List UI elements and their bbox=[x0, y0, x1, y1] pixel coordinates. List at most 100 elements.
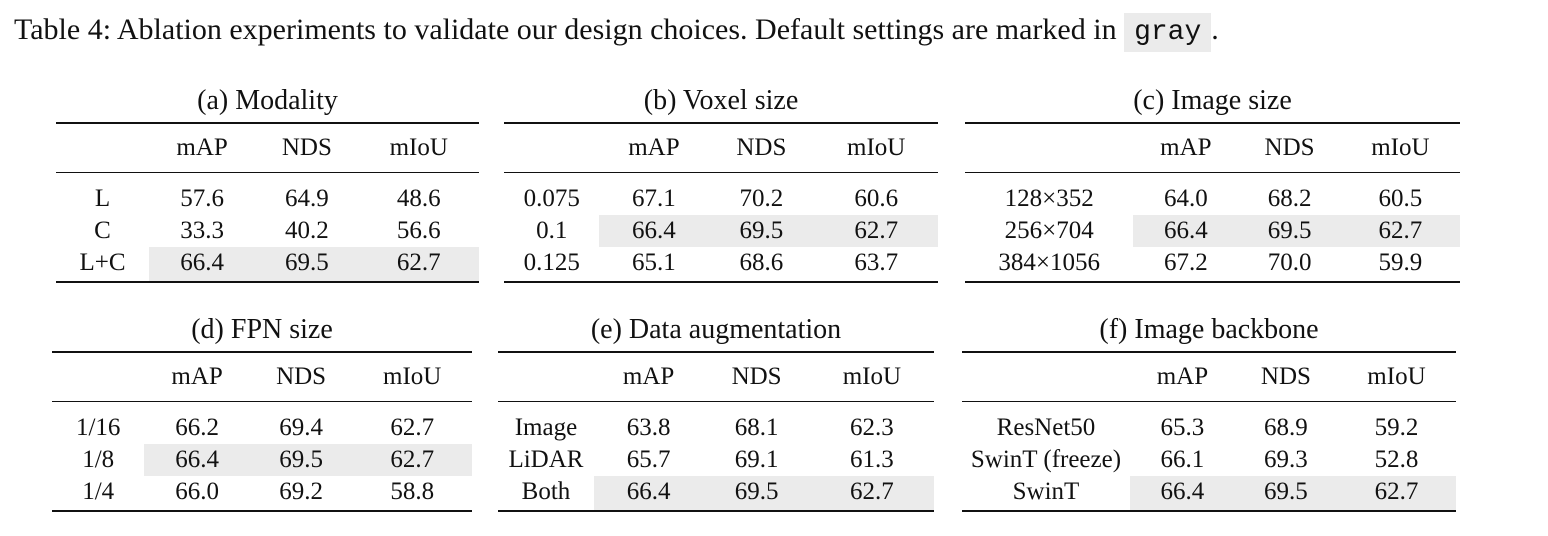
cell-miou: 61.3 bbox=[850, 446, 894, 473]
cell-map: 67.1 bbox=[632, 185, 676, 212]
row-label: LiDAR bbox=[508, 446, 584, 473]
table-row: 384×1056 67.2 70.0 59.9 bbox=[965, 247, 1460, 282]
row-label: 256×704 bbox=[1004, 217, 1094, 244]
header-row: mAP NDS mIoU bbox=[52, 352, 472, 402]
table-row: 0.125 65.1 68.6 63.7 bbox=[504, 247, 938, 282]
row-label: 0.1 bbox=[536, 217, 568, 244]
cell-map: 65.7 bbox=[626, 446, 671, 473]
table-row: 1/16 66.2 69.4 62.7 bbox=[52, 402, 472, 445]
table-row: Both 66.4 69.5 62.7 bbox=[498, 476, 934, 511]
ablation-table: mAP NDS mIoU 128×352 64.0 68.2 60.5 256×704 66.4… bbox=[965, 122, 1460, 283]
cell-nds: 40.2 bbox=[284, 217, 329, 244]
cell-map: 66.4 bbox=[1129, 476, 1235, 511]
row-label: 0.075 bbox=[523, 185, 580, 212]
cell-nds: 69.5 bbox=[255, 247, 359, 282]
cell-nds: 69.2 bbox=[279, 478, 323, 505]
cell-map: 66.1 bbox=[1160, 446, 1205, 473]
row-label: 1/4 bbox=[82, 478, 115, 505]
cell-miou: 59.9 bbox=[1378, 249, 1423, 276]
cell-map: 67.2 bbox=[1163, 249, 1208, 276]
header-nds: NDS bbox=[1264, 134, 1315, 161]
row-label: L bbox=[94, 185, 111, 212]
header-setting bbox=[965, 123, 1133, 173]
cell-miou: 48.6 bbox=[396, 185, 441, 212]
cell-miou: 62.7 bbox=[1340, 215, 1460, 247]
header-row: mAP NDS mIoU bbox=[498, 352, 934, 402]
header-setting bbox=[504, 123, 599, 173]
ablation-table: mAP NDS mIoU L 57.6 64.9 48.6 C 33.3 40.2 56.6 L+C 6… bbox=[56, 122, 479, 283]
row-label: 128×352 bbox=[1004, 185, 1094, 212]
header-nds: NDS bbox=[736, 134, 787, 161]
cell-map: 57.6 bbox=[180, 185, 224, 212]
row-label: L+C bbox=[79, 249, 126, 276]
ablation-table: mAP NDS mIoU 0.075 67.1 70.2 60.6 0.1 66.4 69.5 62… bbox=[504, 122, 938, 283]
header-row: mAP NDS mIoU bbox=[965, 123, 1460, 173]
row-label: ResNet50 bbox=[996, 414, 1096, 441]
ablation-table: mAP NDS mIoU Image 63.8 68.1 62.3 LiDAR 65.7 69.1… bbox=[498, 351, 934, 512]
header-nds: NDS bbox=[731, 363, 782, 390]
cell-miou: 52.8 bbox=[1374, 446, 1419, 473]
cell-nds: 70.0 bbox=[1267, 249, 1312, 276]
header-nds: NDS bbox=[281, 134, 332, 161]
row-label: 0.125 bbox=[523, 249, 580, 276]
cell-map: 64.0 bbox=[1163, 185, 1208, 212]
header-row: mAP NDS mIoU bbox=[962, 352, 1456, 402]
cell-miou: 62.7 bbox=[358, 247, 479, 282]
header-miou: mIoU bbox=[383, 363, 442, 390]
table-row: SwinT (freeze) 66.1 69.3 52.8 bbox=[962, 444, 1456, 476]
cell-map: 66.4 bbox=[149, 247, 256, 282]
cell-miou: 58.8 bbox=[390, 478, 435, 505]
table-row: Image 63.8 68.1 62.3 bbox=[498, 402, 934, 445]
subtable-title: (a) Modality bbox=[197, 85, 338, 116]
subtable-modality: (a) Modality mAP NDS mIoU L 57.6 64.9 48.6 C 33.3… bbox=[56, 84, 479, 283]
table-row: L+C 66.4 69.5 62.7 bbox=[56, 247, 479, 282]
row-label: 384×1056 bbox=[998, 249, 1100, 276]
subtable-title: (d) FPN size bbox=[191, 314, 333, 345]
caption-text: Table 4: Ablation experiments to validat… bbox=[14, 13, 1117, 46]
row-label: C bbox=[94, 217, 111, 244]
cell-miou: 59.2 bbox=[1374, 414, 1419, 441]
header-miou: mIoU bbox=[847, 134, 906, 161]
cell-nds: 69.5 bbox=[249, 444, 353, 476]
header-row: mAP NDS mIoU bbox=[56, 123, 479, 173]
cell-nds: 68.6 bbox=[739, 249, 784, 276]
subtable-title: (c) Image size bbox=[1133, 85, 1292, 116]
cell-nds: 68.9 bbox=[1264, 414, 1308, 441]
cell-nds: 69.1 bbox=[734, 446, 779, 473]
header-map: mAP bbox=[1156, 363, 1209, 390]
row-label: Image bbox=[514, 414, 578, 441]
subtable-image-backbone: (f) Image backbone mAP NDS mIoU ResNet50 65.3… bbox=[962, 313, 1456, 512]
header-map: mAP bbox=[628, 134, 680, 161]
subtable-image-size: (c) Image size mAP NDS mIoU 128×352 64.0 68.2 6… bbox=[965, 84, 1460, 283]
cell-map: 66.4 bbox=[1133, 215, 1239, 247]
header-setting bbox=[56, 123, 149, 173]
table-row: SwinT 66.4 69.5 62.7 bbox=[962, 476, 1456, 511]
table-row: LiDAR 65.7 69.1 61.3 bbox=[498, 444, 934, 476]
cell-miou: 60.6 bbox=[854, 185, 899, 212]
header-row: mAP NDS mIoU bbox=[504, 123, 938, 173]
cell-miou: 62.7 bbox=[809, 476, 934, 511]
cell-nds: 68.2 bbox=[1267, 185, 1312, 212]
ablation-table: mAP NDS mIoU 1/16 66.2 69.4 62.7 1/8 66.4 69.5 62.… bbox=[52, 351, 472, 512]
row-label: 1/8 bbox=[82, 446, 115, 473]
header-map: mAP bbox=[176, 134, 228, 161]
header-map: mAP bbox=[622, 363, 675, 390]
table-row: 128×352 64.0 68.2 60.5 bbox=[965, 173, 1460, 216]
cell-miou: 63.7 bbox=[854, 249, 899, 276]
caption-gray-marker: gray bbox=[1124, 13, 1212, 52]
cell-nds: 69.4 bbox=[279, 414, 323, 441]
cell-nds: 69.5 bbox=[703, 476, 810, 511]
row-label: 1/16 bbox=[75, 414, 121, 441]
header-miou: mIoU bbox=[1371, 134, 1430, 161]
cell-miou: 62.7 bbox=[390, 414, 435, 441]
subtable-title: (e) Data augmentation bbox=[590, 314, 842, 345]
table-caption: Table 4: Ablation experiments to validat… bbox=[14, 8, 1219, 55]
cell-miou: 56.6 bbox=[396, 217, 441, 244]
cell-nds: 69.3 bbox=[1264, 446, 1308, 473]
cell-map: 66.2 bbox=[175, 414, 219, 441]
header-miou: mIoU bbox=[389, 134, 448, 161]
cell-nds: 64.9 bbox=[284, 185, 329, 212]
caption-period: . bbox=[1211, 13, 1219, 46]
cell-miou: 62.7 bbox=[352, 444, 472, 476]
row-label: SwinT bbox=[1012, 478, 1080, 505]
